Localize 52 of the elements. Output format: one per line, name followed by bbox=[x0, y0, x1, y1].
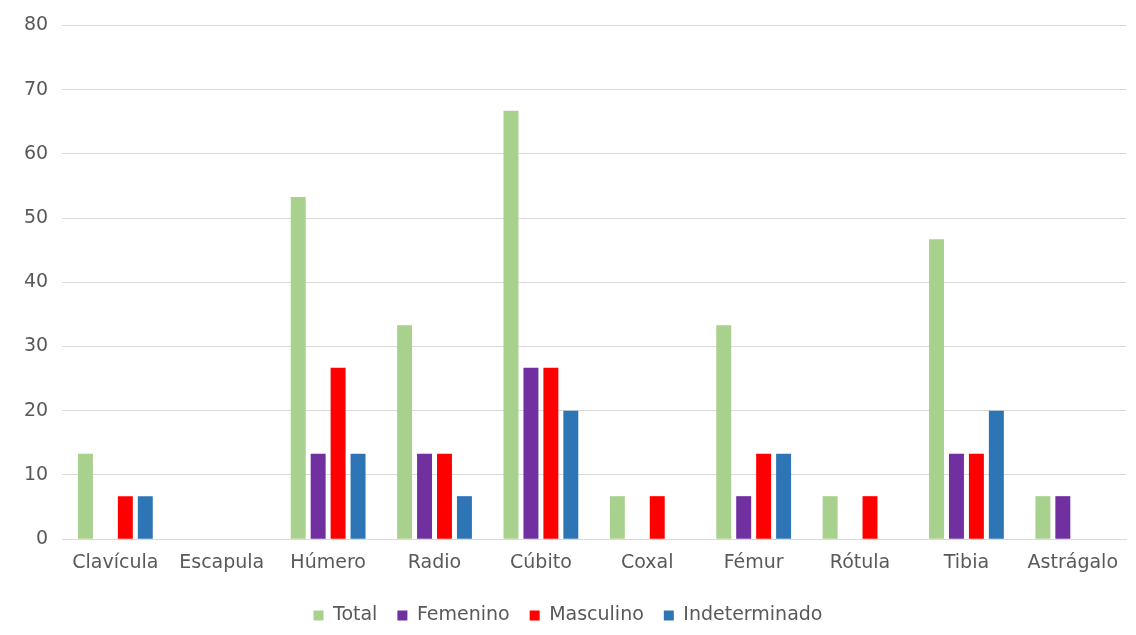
bar bbox=[968, 453, 984, 539]
y-tick-label: 80 bbox=[23, 12, 49, 35]
y-tick-label: 30 bbox=[23, 333, 49, 356]
x-tick-label: Astrágalo bbox=[1027, 549, 1119, 572]
y-tick-label: 20 bbox=[23, 397, 49, 420]
bar bbox=[988, 410, 1004, 539]
bar bbox=[862, 496, 878, 539]
bar bbox=[77, 453, 93, 539]
bar bbox=[776, 453, 792, 539]
y-tick-label: 50 bbox=[23, 205, 49, 228]
x-tick-label: Fémur bbox=[723, 549, 784, 572]
bar bbox=[1055, 496, 1071, 539]
x-tick-label: Radio bbox=[407, 549, 462, 572]
bar bbox=[929, 239, 944, 539]
bar bbox=[397, 325, 413, 539]
bar bbox=[609, 496, 625, 539]
bar bbox=[756, 453, 772, 539]
legend-label: Indeterminado bbox=[683, 602, 823, 625]
bar bbox=[716, 325, 732, 539]
bar bbox=[503, 110, 519, 539]
bar bbox=[649, 496, 665, 539]
y-tick-label: 60 bbox=[23, 140, 49, 163]
bar bbox=[736, 496, 752, 539]
bar bbox=[310, 453, 326, 539]
legend-label: Femenino bbox=[416, 602, 510, 625]
bar bbox=[948, 453, 964, 539]
bar bbox=[417, 453, 433, 539]
x-tick-label: Clavícula bbox=[72, 549, 159, 572]
x-tick-label: Rótula bbox=[829, 549, 891, 572]
y-tick-label: 70 bbox=[23, 76, 49, 99]
y-tick-label: 40 bbox=[23, 269, 49, 292]
legend-label: Total bbox=[332, 602, 378, 625]
bar bbox=[290, 196, 306, 539]
bar bbox=[350, 453, 366, 539]
bar bbox=[117, 496, 133, 539]
bar bbox=[456, 496, 472, 539]
x-tick-label: Húmero bbox=[290, 549, 366, 572]
bar bbox=[563, 410, 579, 539]
y-tick-label: 10 bbox=[23, 461, 49, 484]
x-tick-label: Escapula bbox=[179, 549, 265, 572]
x-tick-label: Cúbito bbox=[510, 549, 572, 572]
bar bbox=[822, 496, 838, 539]
bar bbox=[543, 367, 559, 539]
bar bbox=[437, 453, 452, 539]
bar bbox=[330, 367, 346, 539]
legend-label: Masculino bbox=[549, 602, 644, 625]
x-tick-label: Coxal bbox=[621, 549, 674, 572]
bar bbox=[137, 496, 153, 539]
bar bbox=[523, 367, 539, 539]
y-tick-label: 0 bbox=[36, 526, 49, 549]
x-tick-label: Tibia bbox=[942, 549, 990, 572]
bar bbox=[1035, 496, 1051, 539]
